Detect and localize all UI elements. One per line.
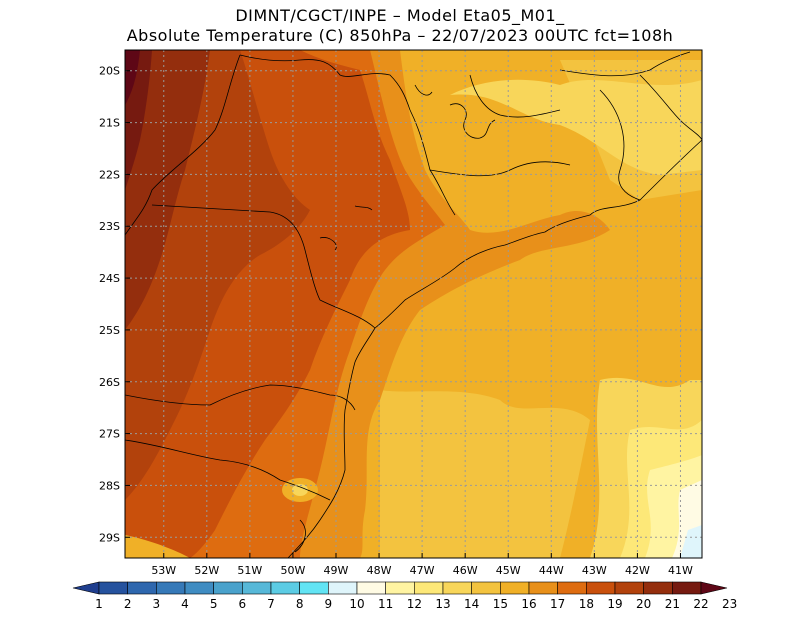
colorbar-arrow-low <box>72 581 100 595</box>
colorbar-swatch <box>328 581 358 595</box>
colorbar-label: 6 <box>239 597 247 611</box>
colorbar-label: 14 <box>464 597 479 611</box>
lon-label: 46W <box>453 564 478 577</box>
colorbar-swatch <box>184 581 214 595</box>
colorbar-label: 18 <box>579 597 594 611</box>
lat-label: 29S <box>99 531 120 544</box>
lon-label: 45W <box>496 564 521 577</box>
colorbar-swatch <box>557 581 587 595</box>
lon-label: 51W <box>237 564 262 577</box>
colorbar-swatch <box>586 581 616 595</box>
graticule <box>125 50 702 558</box>
colorbar-swatch <box>299 581 329 595</box>
colorbar-swatch <box>528 581 558 595</box>
colorbar-swatch <box>672 581 702 595</box>
lat-label: 27S <box>99 428 120 441</box>
colorbar-label: 22 <box>693 597 708 611</box>
colorbar-label: 9 <box>325 597 333 611</box>
plot-frame <box>124 49 703 559</box>
colorbar-label: 15 <box>493 597 508 611</box>
colorbar-label: 20 <box>636 597 651 611</box>
colorbar-swatch <box>500 581 530 595</box>
colorbar-label: 21 <box>665 597 680 611</box>
colorbar-arrow-high <box>700 581 728 595</box>
colorbar-label: 8 <box>296 597 304 611</box>
lat-label: 28S <box>99 479 120 492</box>
colorbar-swatch <box>242 581 272 595</box>
lat-label: 25S <box>99 324 120 337</box>
temperature-field <box>125 50 702 558</box>
colorbar-label: 19 <box>607 597 622 611</box>
lon-label: 53W <box>151 564 176 577</box>
lat-label: 22S <box>99 168 120 181</box>
lat-label: 26S <box>99 376 120 389</box>
colorbar-swatch <box>614 581 644 595</box>
colorbar-swatch <box>270 581 300 595</box>
borders <box>125 51 702 558</box>
colorbar-label: 4 <box>181 597 189 611</box>
colorbar-swatch <box>127 581 157 595</box>
colorbar-label: 7 <box>267 597 275 611</box>
colorbar-swatch <box>98 581 128 595</box>
colorbar-swatch <box>156 581 186 595</box>
colorbar-swatch <box>385 581 415 595</box>
colorbar-label: 3 <box>153 597 161 611</box>
lon-label: 48W <box>367 564 392 577</box>
colorbar-swatch <box>442 581 472 595</box>
colorbar-label: 13 <box>435 597 450 611</box>
lat-label: 23S <box>99 220 120 233</box>
colorbar-swatch <box>643 581 673 595</box>
lon-label: 50W <box>280 564 305 577</box>
colorbar-label: 17 <box>550 597 565 611</box>
colorbar: 1 2 3 4 5 6 7 8 9 10 11 12 13 14 15 16 17 18 19 20 21 22 23 <box>72 581 737 611</box>
lat-label: 20S <box>99 65 120 78</box>
lon-label: 52W <box>194 564 219 577</box>
map-title-line2: Absolute Temperature (C) 850hPa – 22/07/… <box>126 26 674 45</box>
map-title-line1: DIMNT/CGCT/INPE – Model Eta05_M01_ <box>235 6 565 25</box>
lon-label: 47W <box>410 564 435 577</box>
lon-label: 44W <box>539 564 564 577</box>
lat-label: 21S <box>99 117 120 130</box>
colorbar-label: 2 <box>124 597 132 611</box>
colorbar-swatch <box>213 581 243 595</box>
longitude-axis: 53W 52W 51W 50W 49W 48W 47W 46W 45W 44W 43W 42W 41W <box>151 553 693 577</box>
lon-label: 42W <box>625 564 650 577</box>
latitude-axis: 20S 21S 22S 23S 24S 25S 26S 27S 28S 29S <box>99 65 130 544</box>
colorbar-label: 12 <box>407 597 422 611</box>
colorbar-swatch <box>356 581 386 595</box>
lon-label: 41W <box>668 564 693 577</box>
colorbar-swatch <box>471 581 501 595</box>
colorbar-label: 23 <box>722 597 737 611</box>
colorbar-swatch <box>414 581 444 595</box>
lon-label: 43W <box>582 564 607 577</box>
lon-label: 49W <box>324 564 349 577</box>
colorbar-label: 16 <box>521 597 536 611</box>
lat-label: 24S <box>99 272 120 285</box>
colorbar-label: 1 <box>95 597 103 611</box>
colorbar-label: 11 <box>378 597 393 611</box>
colorbar-label: 10 <box>349 597 364 611</box>
colorbar-label: 5 <box>210 597 218 611</box>
